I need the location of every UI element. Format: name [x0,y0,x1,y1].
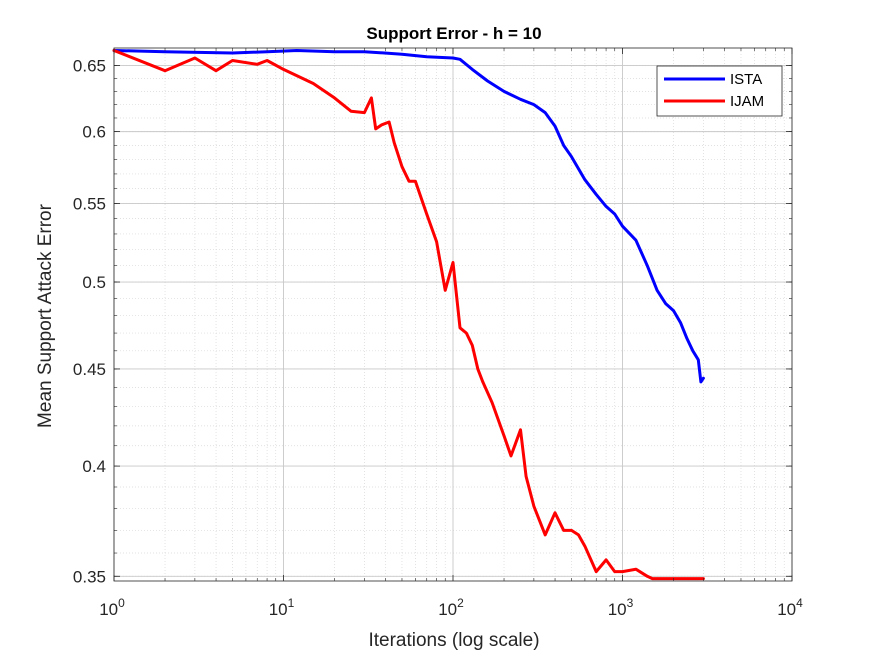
legend-box [656,65,783,117]
y-tick-label: 0.65 [73,57,106,76]
series-line-ijam [112,49,705,581]
x-tick-labels: 100 101 102 103 104 [99,596,803,619]
x-tick-base: 10 [438,600,457,619]
x-tick-label: 103 [608,596,634,619]
y-tick-label: 0.45 [73,360,106,379]
chart-title: Support Error - h = 10 [366,24,541,43]
series-line-ista [112,49,705,384]
y-tick-label: 0.55 [73,194,106,213]
x-tick-exponent: 1 [288,596,295,610]
x-tick-exponent: 4 [796,596,803,610]
x-tick-label: 100 [99,596,125,619]
x-tick-base: 10 [269,600,288,619]
legend-label: IJAM [730,93,764,110]
y-tick-label: 0.4 [82,457,106,476]
x-tick-label: 101 [269,596,295,619]
y-tick-label: 0.35 [73,567,106,586]
x-tick-base: 10 [777,600,796,619]
x-tick-base: 10 [99,600,118,619]
legend-label: ISTA [730,71,762,88]
x-axis-label: Iterations (log scale) [368,630,539,651]
x-tick-label: 102 [438,596,464,619]
x-tick-label: 104 [777,596,803,619]
tick-marks [113,48,793,581]
x-tick-exponent: 3 [627,596,634,610]
legend: ISTA IJAM [656,65,783,117]
y-axis-label: Mean Support Attack Error [35,203,56,428]
x-tick-exponent: 2 [457,596,464,610]
plot-lines [112,49,705,581]
y-tick-label: 0.6 [82,123,106,142]
y-tick-label: 0.5 [82,273,106,292]
x-tick-exponent: 0 [118,596,125,610]
x-tick-base: 10 [608,600,627,619]
y-tick-labels: 0.35 0.4 0.45 0.5 0.55 0.6 0.65 [73,57,106,587]
